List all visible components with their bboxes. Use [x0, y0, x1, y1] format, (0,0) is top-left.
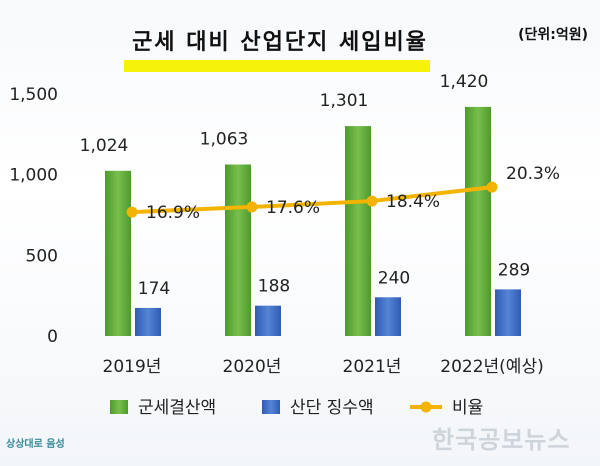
- x-tick-label: 2020년: [223, 357, 282, 377]
- line-비율: [131, 185, 493, 215]
- logo-text: 상상대로 음성: [6, 439, 65, 450]
- bar-군세결산액: [465, 106, 491, 336]
- data-label-산단-징수액: 289: [498, 260, 530, 280]
- bar-산단-징수액: [255, 305, 281, 336]
- bar-군세결산액: [225, 164, 251, 336]
- bar-산단-징수액: [375, 297, 401, 336]
- unit-label: (단위:억원): [518, 27, 588, 43]
- x-tick-label: 2022년(예상): [440, 357, 543, 377]
- point-비율: [486, 181, 498, 193]
- chart-title: 군세 대비 산업단지 세입비율: [132, 30, 428, 55]
- bar-군세결산액: [345, 126, 371, 336]
- data-label-군세결산액: 1,420: [440, 72, 489, 92]
- title-highlight-bar: [124, 60, 430, 72]
- y-tick-label: 500: [26, 246, 58, 266]
- logo: 상상대로 음성: [6, 440, 65, 450]
- watermark: 한국공보뉴스: [432, 426, 571, 454]
- x-tick-label: 2019년: [103, 357, 162, 377]
- legend-swatch: [262, 400, 280, 414]
- data-label-군세결산액: 1,301: [320, 91, 369, 111]
- legend-label: 산단 징수액: [290, 398, 374, 418]
- point-비율: [126, 206, 138, 218]
- data-label-비율: 16.9%: [146, 203, 200, 223]
- bar-산단-징수액: [135, 307, 161, 336]
- legend-label: 비율: [452, 398, 483, 418]
- data-label-군세결산액: 1,063: [200, 130, 249, 150]
- point-비율: [246, 201, 258, 213]
- data-label-비율: 18.4%: [386, 192, 440, 212]
- data-label-산단-징수액: 188: [258, 277, 290, 297]
- data-label-산단-징수액: 240: [378, 268, 410, 288]
- legend-label: 군세결산액: [138, 398, 216, 418]
- data-label-비율: 20.3%: [506, 164, 560, 184]
- y-tick-label: 0: [47, 327, 58, 347]
- y-tick-label: 1,000: [9, 166, 58, 186]
- bar-산단-징수액: [495, 289, 521, 336]
- data-label-산단-징수액: 174: [138, 279, 170, 299]
- legend-swatch-marker: [420, 401, 432, 413]
- x-tick-label: 2021년: [343, 357, 402, 377]
- data-label-비율: 17.6%: [266, 198, 320, 218]
- data-label-군세결산액: 1,024: [80, 136, 129, 156]
- legend-swatch: [110, 400, 128, 414]
- point-비율: [366, 195, 378, 207]
- bar-군세결산액: [105, 170, 131, 336]
- y-tick-label: 1,500: [9, 85, 58, 105]
